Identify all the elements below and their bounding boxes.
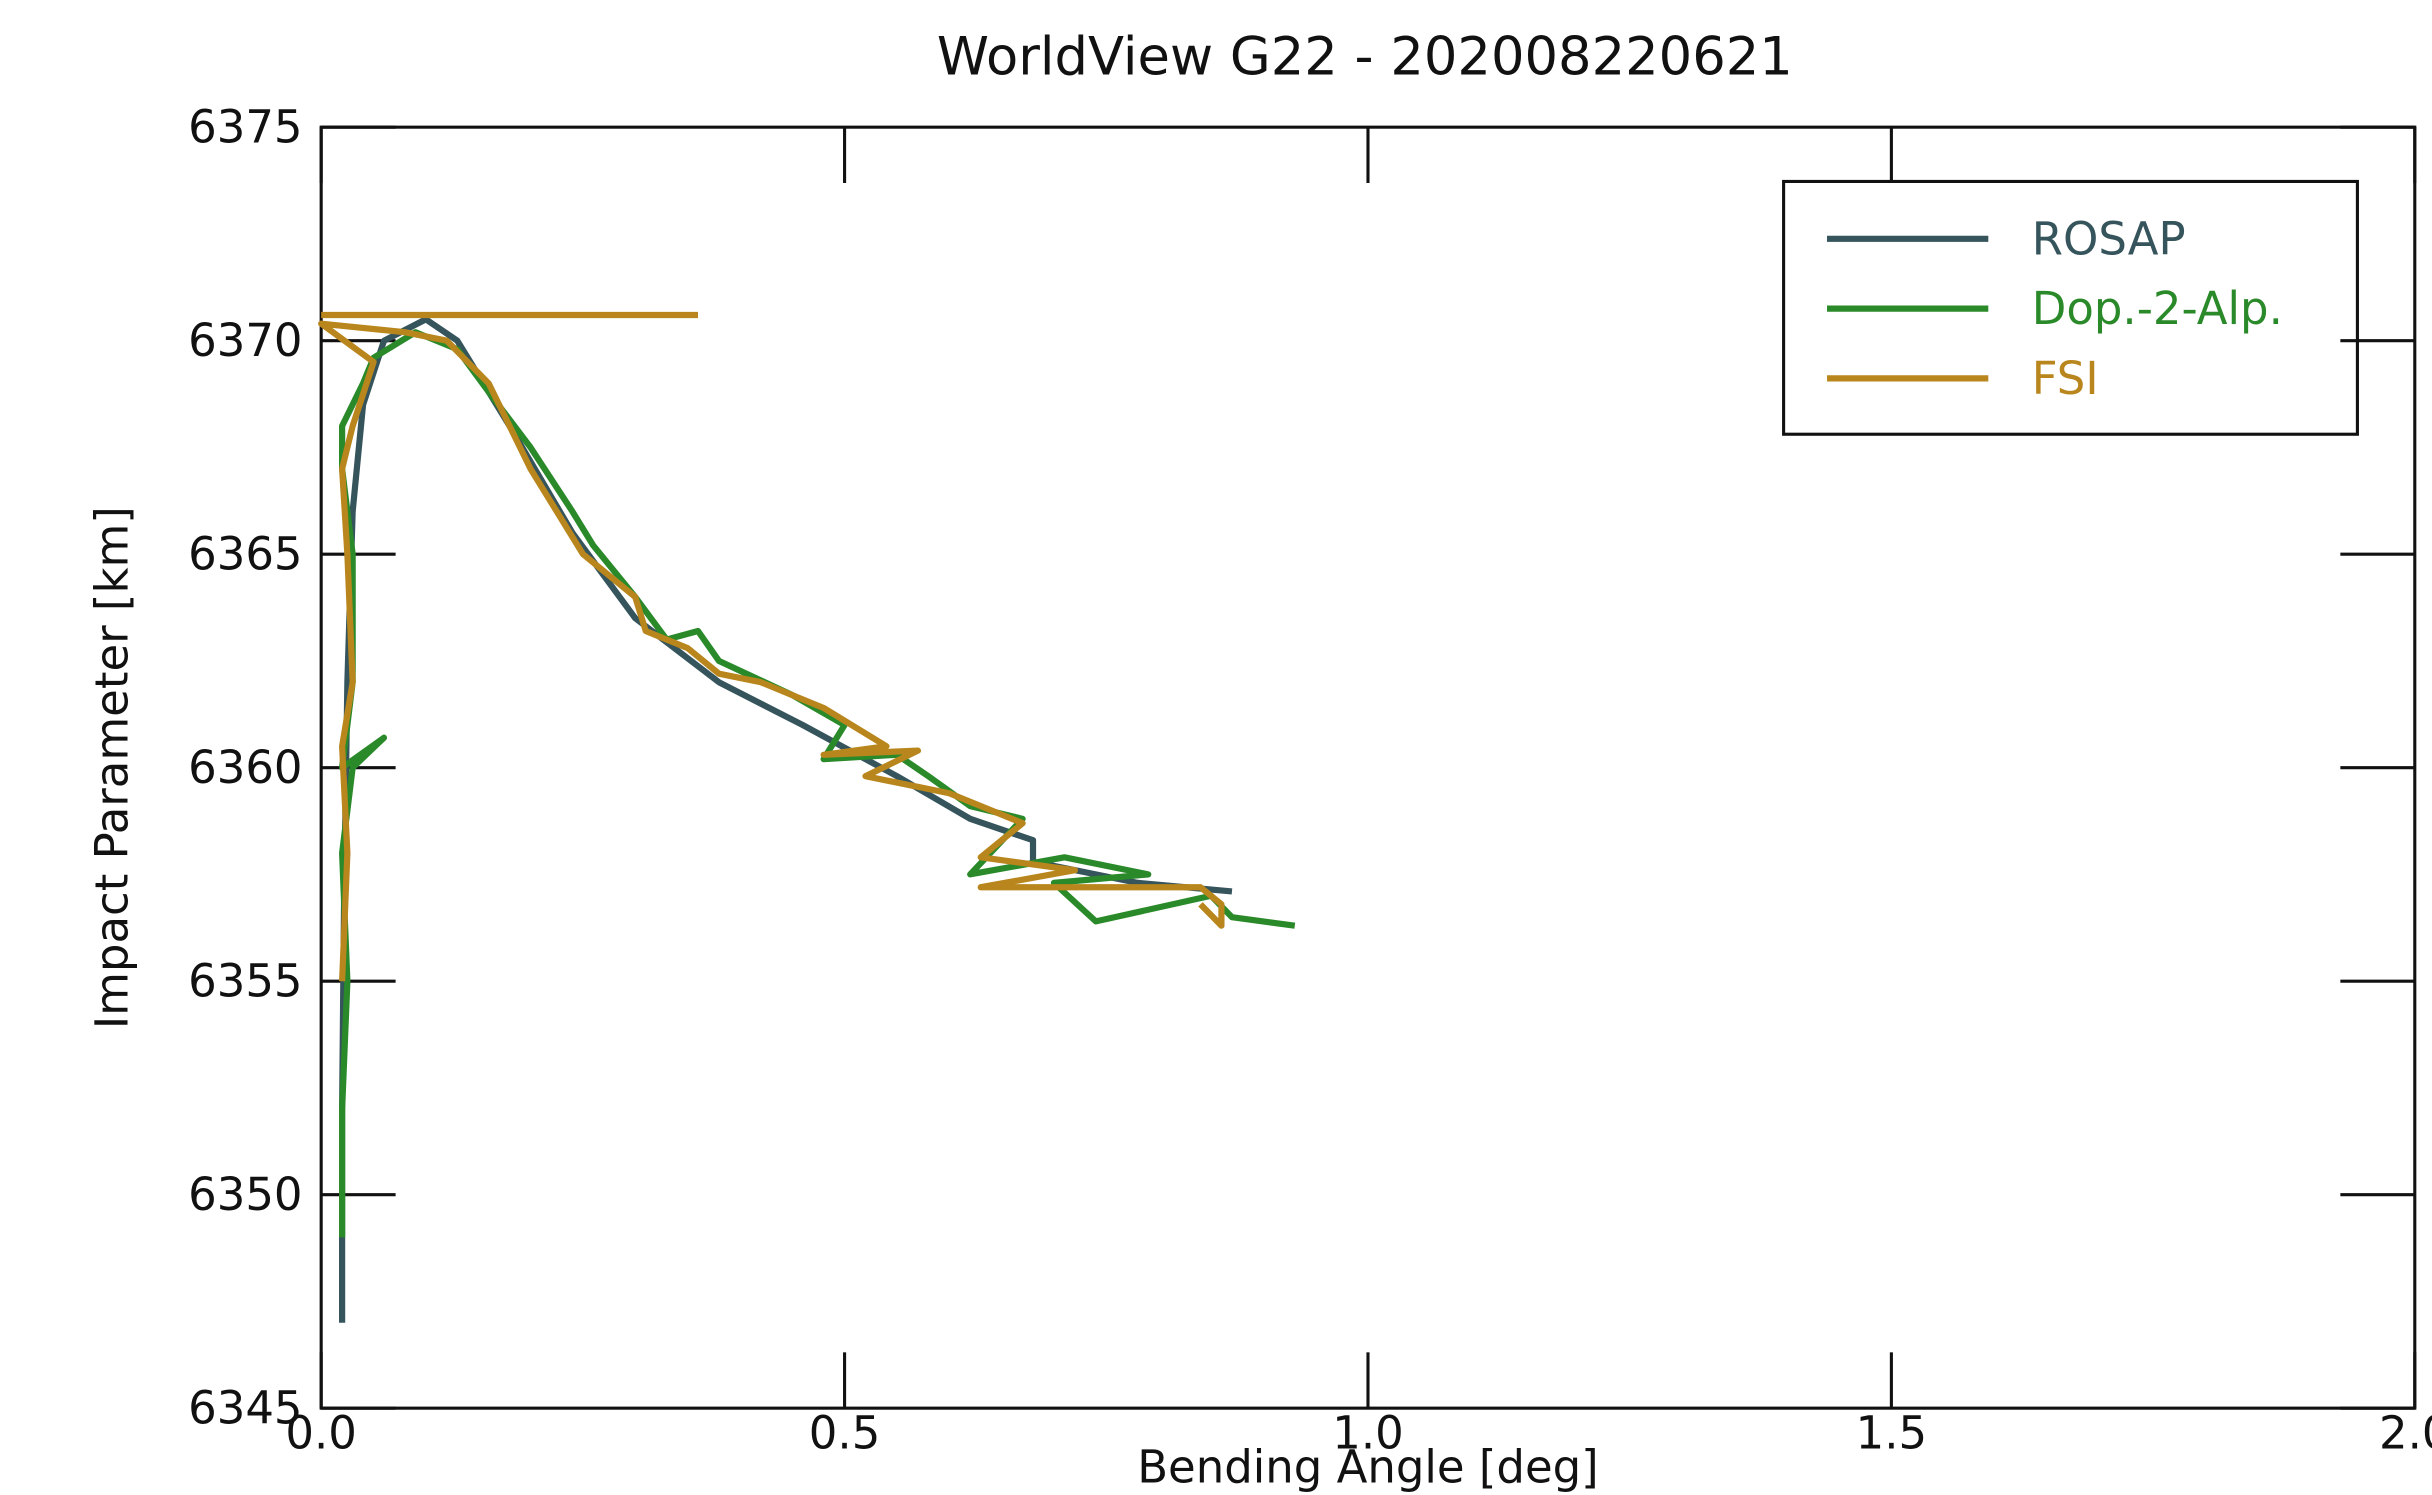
x-tick-label: 2.0 xyxy=(2379,1406,2432,1459)
y-axis-label: Impact Parameter [km] xyxy=(85,506,138,1029)
legend-label: FSI xyxy=(2032,352,2099,405)
x-tick-label: 1.5 xyxy=(1856,1406,1928,1459)
y-tick-label: 6360 xyxy=(188,741,302,794)
series-line xyxy=(318,311,1225,982)
y-tick-label: 6355 xyxy=(188,955,302,1008)
chart-title: WorldView G22 - 202008220621 xyxy=(937,26,1793,87)
series-line xyxy=(339,329,1296,1238)
legend-label: ROSAP xyxy=(2032,212,2186,265)
y-tick-label: 6345 xyxy=(188,1382,302,1435)
x-tick-label: 0.5 xyxy=(809,1406,881,1459)
x-axis-label: Bending Angle [deg] xyxy=(1137,1441,1599,1494)
y-tick-label: 6370 xyxy=(188,314,302,367)
y-tick-label: 6375 xyxy=(188,101,302,154)
y-tick-label: 6350 xyxy=(188,1168,302,1221)
legend-box xyxy=(1782,179,2359,436)
series-line xyxy=(339,316,1233,1323)
y-tick-label: 6365 xyxy=(188,528,302,581)
x-tick-label: 0.0 xyxy=(285,1406,357,1459)
x-tick-label: 1.0 xyxy=(1332,1406,1404,1459)
legend-label: Dop.-2-Alp. xyxy=(2032,282,2283,335)
